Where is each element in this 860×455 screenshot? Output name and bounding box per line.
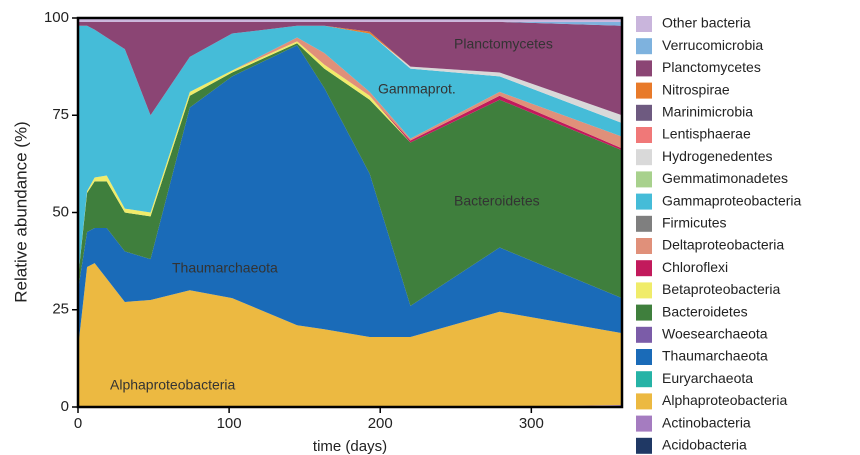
legend-swatch bbox=[636, 60, 652, 77]
legend-swatch bbox=[636, 260, 652, 277]
legend-swatch bbox=[636, 104, 652, 121]
annotation: Thaumarchaeota bbox=[172, 260, 278, 276]
legend-swatch bbox=[636, 171, 652, 188]
legend-label: Acidobacteria bbox=[662, 437, 747, 453]
legend-swatch bbox=[636, 16, 652, 32]
legend-label: Chloroflexi bbox=[662, 259, 728, 275]
legend-swatch bbox=[636, 38, 652, 55]
legend-swatch bbox=[636, 149, 652, 166]
legend-label: Marinimicrobia bbox=[662, 104, 753, 120]
legend-label: Actinobacteria bbox=[662, 414, 751, 430]
y-tick-label: 50 bbox=[52, 203, 69, 220]
legend-swatch bbox=[636, 215, 652, 232]
legend-swatch bbox=[636, 326, 652, 343]
annotation: Planctomycetes bbox=[454, 36, 553, 52]
legend-label: Betaproteobacteria bbox=[662, 281, 781, 297]
legend-label: Gammaproteobacteria bbox=[662, 192, 802, 208]
area bbox=[78, 21, 622, 26]
legend-label: Planctomycetes bbox=[662, 59, 761, 75]
legend-swatch bbox=[636, 349, 652, 365]
area bbox=[78, 21, 622, 116]
area bbox=[78, 45, 622, 349]
y-axis-label: Relative abundance (%) bbox=[11, 121, 30, 302]
y-tick-label: 75 bbox=[52, 106, 69, 123]
legend-label: Nitrospirae bbox=[662, 81, 730, 97]
legend-label: Alphaproteobacteria bbox=[662, 392, 788, 408]
x-tick-label: 300 bbox=[519, 415, 544, 432]
legend-swatch bbox=[636, 282, 652, 299]
area bbox=[78, 43, 622, 306]
legend-swatch bbox=[636, 371, 652, 388]
legend-label: Verrucomicrobia bbox=[662, 37, 763, 53]
legend-label: Thaumarchaeota bbox=[662, 348, 768, 364]
annotation: Bacteroidetes bbox=[454, 193, 540, 209]
y-tick-label: 100 bbox=[44, 9, 69, 26]
legend-swatch bbox=[636, 415, 652, 432]
legend-label: Gemmatimonadetes bbox=[662, 170, 788, 186]
legend-swatch bbox=[636, 238, 652, 254]
legend-swatch bbox=[636, 193, 652, 210]
legend-label: Euryarchaeota bbox=[662, 370, 753, 386]
legend-label: Bacteroidetes bbox=[662, 303, 748, 319]
legend-label: Woesearchaeota bbox=[662, 326, 768, 342]
legend-label: Firmicutes bbox=[662, 215, 727, 231]
legend-label: Hydrogenedentes bbox=[662, 148, 773, 164]
x-tick-label: 200 bbox=[368, 415, 393, 432]
annotation: Gammaprot. bbox=[378, 81, 456, 97]
annotation: Alphaproteobacteria bbox=[110, 377, 236, 393]
legend-swatch bbox=[636, 393, 652, 410]
legend-swatch bbox=[636, 127, 652, 143]
y-tick-label: 0 bbox=[61, 398, 69, 415]
legend-label: Other bacteria bbox=[662, 15, 751, 31]
y-tick-label: 25 bbox=[52, 301, 69, 318]
legend-label: Lentisphaerae bbox=[662, 126, 751, 142]
x-axis-label: time (days) bbox=[313, 438, 387, 455]
legend-label: Deltaproteobacteria bbox=[662, 237, 784, 253]
legend-swatch bbox=[636, 304, 652, 321]
legend-swatch bbox=[636, 437, 652, 454]
x-tick-label: 100 bbox=[217, 415, 242, 432]
area bbox=[78, 25, 622, 279]
x-tick-label: 0 bbox=[74, 415, 82, 432]
legend-swatch bbox=[636, 82, 652, 99]
area bbox=[78, 263, 622, 407]
